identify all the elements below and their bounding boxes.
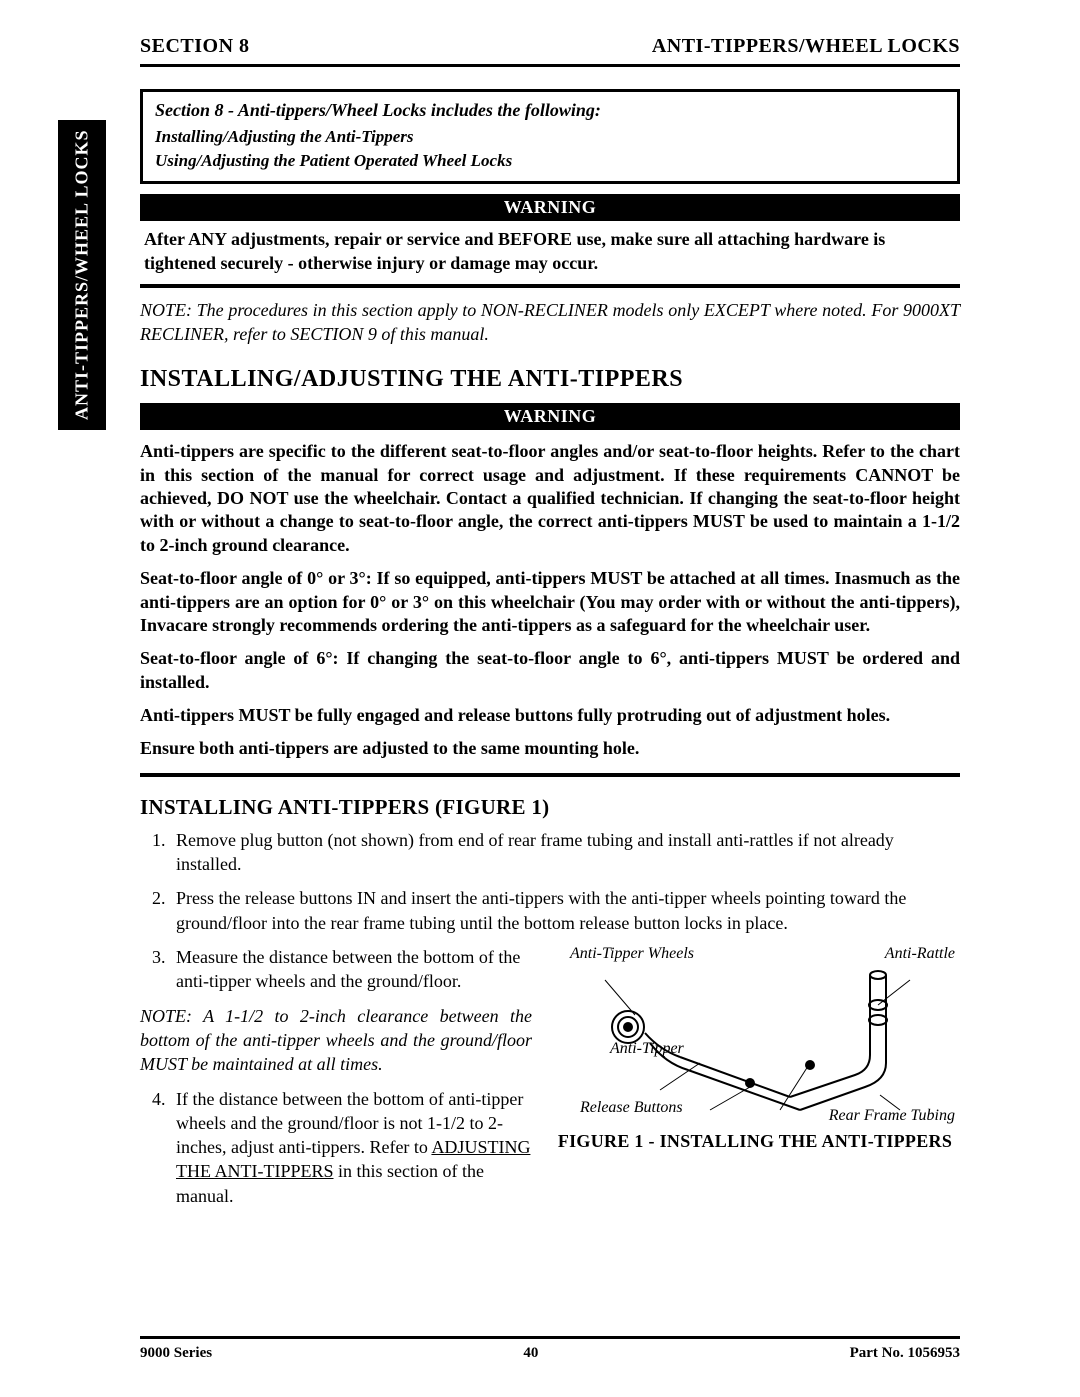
figure-svg <box>550 945 960 1125</box>
toc-item-0: Installing/Adjusting the Anti-Tippers <box>155 127 945 147</box>
warn2-p4: Ensure both anti-tippers are adjusted to… <box>140 737 960 760</box>
warning-text-1: After ANY adjustments, repair or service… <box>140 221 960 288</box>
step-1: Remove plug button (not shown) from end … <box>170 828 960 877</box>
col-left: Measure the distance between the bottom … <box>140 945 532 1218</box>
footer-center: 40 <box>523 1345 538 1362</box>
warn2-p0: Anti-tippers are specific to the differe… <box>140 440 960 557</box>
step-3: Measure the distance between the bottom … <box>170 945 532 994</box>
section-title: INSTALLING/ADJUSTING THE ANTI-TIPPERS <box>140 366 960 393</box>
header-left: SECTION 8 <box>140 35 250 58</box>
fig-label-wheels: Anti-Tipper Wheels <box>570 945 694 963</box>
warning-text-2: Anti-tippers are specific to the differe… <box>140 440 960 777</box>
note-1: NOTE: The procedures in this section app… <box>140 298 960 347</box>
toc-item-1: Using/Adjusting the Patient Operated Whe… <box>155 151 945 171</box>
toc-title: Section 8 - Anti-tippers/Wheel Locks inc… <box>155 100 945 121</box>
page-header: SECTION 8 ANTI-TIPPERS/WHEEL LOCKS <box>140 35 960 67</box>
page: SECTION 8 ANTI-TIPPERS/WHEEL LOCKS Secti… <box>140 35 960 1362</box>
figure-1: Anti-Tipper Wheels Anti-Rattle Anti-Tipp… <box>550 945 960 1125</box>
footer-right: Part No. 1056953 <box>850 1345 960 1362</box>
fig-label-tubing: Rear Frame Tubing <box>829 1107 955 1125</box>
sub-title: INSTALLING ANTI-TIPPERS (FIGURE 1) <box>140 795 960 820</box>
fig-label-tipper: Anti-Tipper <box>610 1040 684 1058</box>
fig-label-rattle: Anti-Rattle <box>885 945 955 963</box>
steps-list: Remove plug button (not shown) from end … <box>140 828 960 935</box>
side-tab: ANTI-TIPPERS/WHEEL LOCKS <box>58 120 106 430</box>
warning-bar-1: WARNING <box>140 194 960 221</box>
figure-caption: FIGURE 1 - INSTALLING THE ANTI-TIPPERS <box>550 1131 960 1152</box>
note-2: NOTE: A 1-1/2 to 2-inch clearance betwee… <box>140 1004 532 1077</box>
step-4: If the distance between the bottom of an… <box>170 1087 532 1208</box>
toc-box: Section 8 - Anti-tippers/Wheel Locks inc… <box>140 89 960 184</box>
page-footer: 9000 Series 40 Part No. 1056953 <box>140 1336 960 1362</box>
warn2-p1: Seat-to-floor angle of 0° or 3°: If so e… <box>140 567 960 637</box>
header-right: ANTI-TIPPERS/WHEEL LOCKS <box>652 35 960 58</box>
warn2-p3: Anti-tippers MUST be fully engaged and r… <box>140 704 960 727</box>
warn2-p2: Seat-to-floor angle of 6°: If changing t… <box>140 647 960 694</box>
step-2: Press the release buttons IN and insert … <box>170 886 960 935</box>
two-col: Measure the distance between the bottom … <box>140 945 960 1218</box>
col-right: Anti-Tipper Wheels Anti-Rattle Anti-Tipp… <box>550 945 960 1218</box>
footer-left: 9000 Series <box>140 1345 212 1362</box>
fig-label-buttons: Release Buttons <box>580 1099 683 1117</box>
warning-bar-2: WARNING <box>140 403 960 430</box>
